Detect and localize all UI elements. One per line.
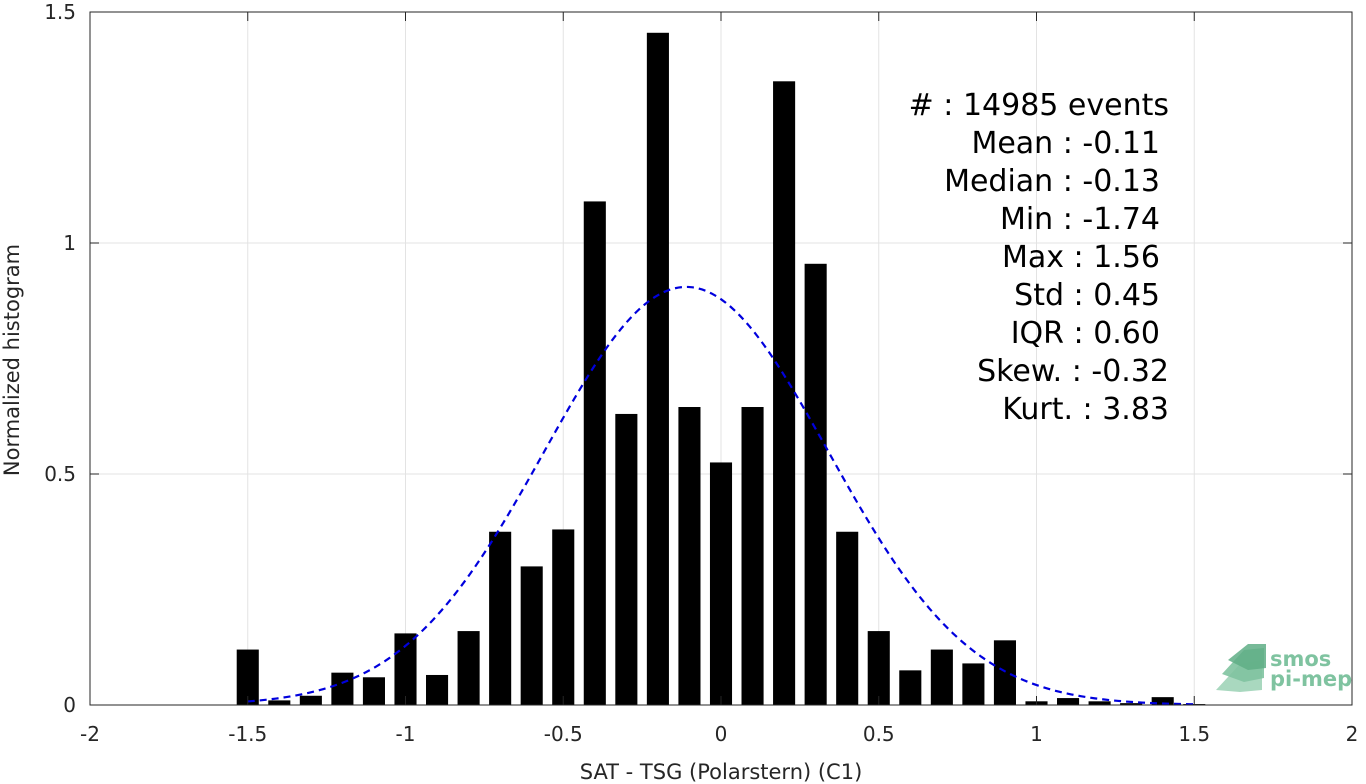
histogram-bar (426, 674, 449, 705)
histogram-bar (867, 631, 890, 705)
stats-kurt: Kurt. : 3.83 (1002, 392, 1169, 427)
histogram-bar (709, 462, 733, 705)
stats-annotation: # : 14985 events Mean : -0.11 Median : -… (909, 88, 1169, 427)
histogram-bars (236, 32, 1206, 706)
histogram-bar (1120, 703, 1143, 705)
x-tick-label: 1.5 (1178, 722, 1210, 746)
stats-skew: Skew. : -0.32 (977, 354, 1169, 389)
histogram-bar (583, 201, 606, 706)
smos-pi-mep-logo: smos pi-mep (1216, 644, 1352, 692)
stats-std: Std : 0.45 (1014, 278, 1160, 313)
histogram-bar (836, 531, 859, 705)
x-tick-labels: -2 -1.5 -1 -0.5 0 0.5 1 1.5 2 (80, 722, 1358, 746)
histogram-bar (899, 670, 922, 705)
logo-line2: pi-mep (1270, 667, 1352, 691)
y-tick-label: 1 (63, 231, 76, 255)
x-tick-label: 1 (1030, 722, 1043, 746)
histogram-bar (741, 407, 764, 705)
histogram-bar (552, 529, 575, 705)
y-tick-label: 0.5 (44, 462, 76, 486)
stats-mean: Mean : -0.11 (971, 126, 1160, 161)
histogram-bar (520, 566, 543, 705)
x-tick-label: -0.5 (544, 722, 583, 746)
stats-events: # : 14985 events (909, 88, 1169, 123)
x-tick-label: -2 (80, 722, 100, 746)
histogram-bar (331, 672, 354, 705)
stats-min: Min : -1.74 (1000, 202, 1160, 237)
stats-max: Max : 1.56 (1002, 240, 1160, 275)
x-axis-label: SAT - TSG (Polarstern) (C1) (580, 760, 863, 784)
histogram-bar (1088, 701, 1111, 705)
histogram-bar (236, 649, 259, 705)
histogram-bar (773, 81, 796, 706)
histogram-bar (1057, 698, 1080, 705)
plot-frame (89, 11, 1353, 706)
y-tick-label: 0 (63, 693, 76, 717)
stats-iqr: IQR : 0.60 (1011, 316, 1160, 351)
histogram-bar (457, 631, 480, 705)
histogram-bar (962, 663, 985, 705)
histogram-bar (1151, 697, 1174, 705)
x-tick-label: 0.5 (863, 722, 895, 746)
histogram-bar (362, 677, 385, 705)
histogram-bar (993, 640, 1016, 705)
histogram-bar (930, 649, 953, 705)
histogram-bar (646, 32, 669, 706)
histogram-bar (804, 263, 827, 705)
gaussian-fit-curve (247, 285, 1195, 706)
logo-waves-icon (1216, 644, 1266, 692)
logo-line1: smos (1270, 647, 1331, 671)
histogram-bar (268, 700, 291, 705)
histogram-bar (615, 413, 638, 705)
y-axis-label: Normalized histogram (0, 244, 24, 476)
x-tick-label: 0 (715, 722, 728, 746)
x-tick-label: -1 (396, 722, 416, 746)
histogram-bar (678, 407, 701, 705)
y-tick-labels: 0 0.5 1 1.5 (44, 0, 76, 717)
histogram-bar (489, 531, 512, 705)
axes-frame (89, 11, 1353, 706)
histogram-bar (299, 695, 322, 705)
histogram-bar (394, 633, 417, 705)
x-tick-label: 2 (1346, 722, 1359, 746)
y-tick-label: 1.5 (44, 0, 76, 24)
x-tick-label: -1.5 (228, 722, 267, 746)
stats-median: Median : -0.13 (944, 164, 1160, 199)
